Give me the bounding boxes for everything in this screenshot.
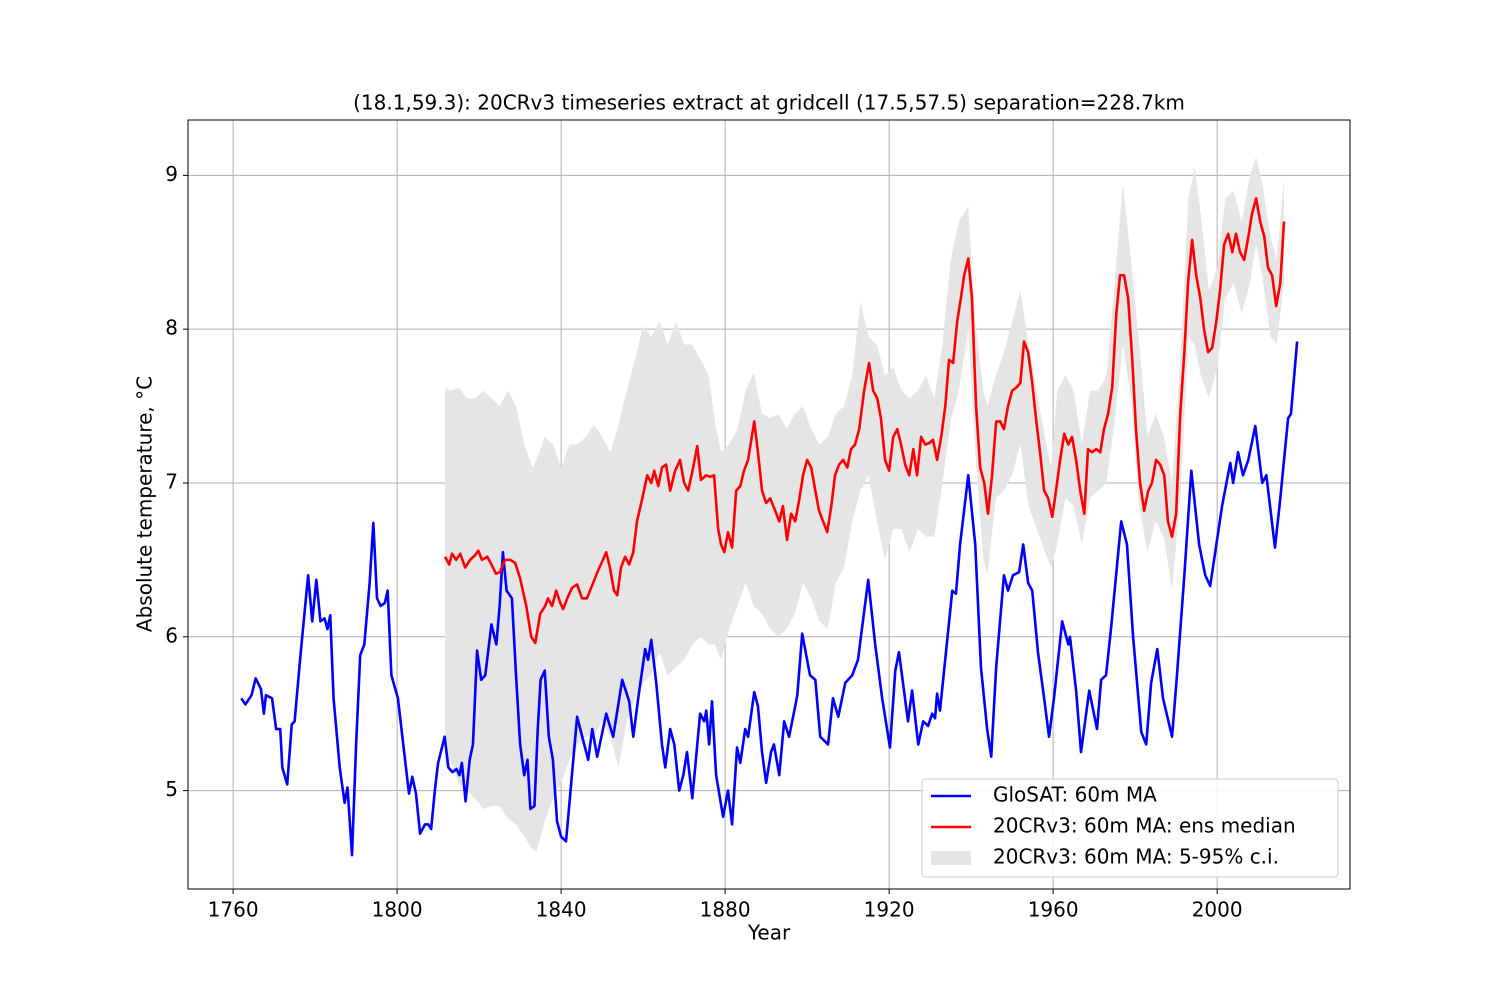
x-tick-label: 1920 — [864, 898, 915, 922]
x-tick-label: 1760 — [208, 898, 259, 922]
y-tick-label: 5 — [165, 777, 178, 801]
chart-title: (18.1,59.3): 20CRv3 timeseries extract a… — [353, 91, 1185, 115]
x-tick-label: 1880 — [700, 898, 751, 922]
line — [443, 197, 1286, 645]
y-tick-label: 9 — [165, 162, 178, 186]
line — [240, 341, 1299, 857]
x-tick-label: 1800 — [372, 898, 423, 922]
x-tick-label: 2000 — [1192, 898, 1243, 922]
legend-box — [921, 778, 1339, 878]
x-tick-label: 1840 — [536, 898, 587, 922]
axes-frame — [187, 119, 1351, 890]
legend: GloSAT: 60m MA 20CRv3: 60m MA: ens median… — [921, 778, 1339, 878]
x-tick-label: 1960 — [1028, 898, 1079, 922]
y-tick-label: 7 — [165, 469, 178, 493]
x-axis-label: Year — [747, 921, 791, 945]
y-tick-label: 6 — [165, 623, 178, 647]
legend-swatch — [931, 851, 971, 865]
y-tick-label: 8 — [165, 316, 178, 340]
confidence-band — [445, 156, 1284, 853]
plot-area — [240, 156, 1299, 857]
legend-label: 20CRv3: 60m MA: 5-95% c.i. — [993, 845, 1279, 869]
y-axis-label: Absolute temperature, °C — [133, 376, 157, 632]
legend-label: 20CRv3: 60m MA: ens median — [993, 814, 1296, 838]
legend-label: GloSAT: 60m MA — [993, 783, 1157, 807]
